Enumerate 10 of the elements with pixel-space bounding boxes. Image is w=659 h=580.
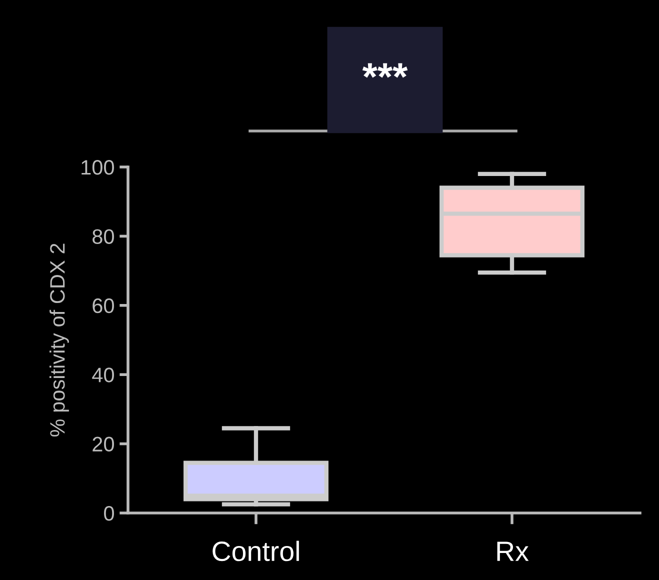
x-tick-label: Control: [212, 540, 299, 562]
y-axis-title: % positivity of CDX 2: [50, 244, 69, 437]
y-tick-label: 40: [92, 368, 114, 382]
y-tick-label: 100: [82, 160, 114, 175]
y-tick-label: 80: [92, 229, 114, 244]
y-tick-label: 0: [104, 506, 114, 521]
text: ***: [362, 63, 408, 78]
y-tick-label: 20: [92, 436, 114, 452]
y-tick-label: 60: [92, 298, 114, 314]
x-tick-label: Rx: [497, 542, 529, 561]
